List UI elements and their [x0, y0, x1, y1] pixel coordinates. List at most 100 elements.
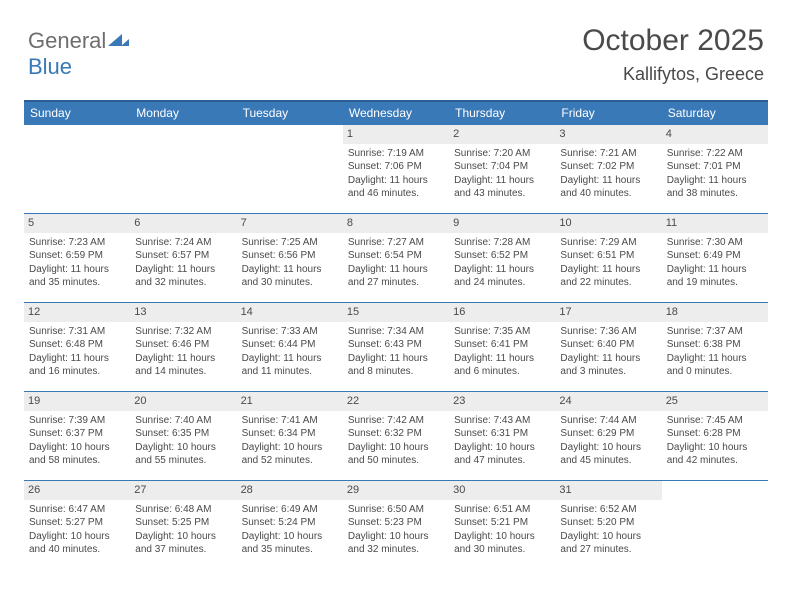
day-number: 18 — [662, 303, 768, 322]
day-details: Sunrise: 6:49 AMSunset: 5:24 PMDaylight:… — [242, 503, 338, 557]
day-number: 19 — [24, 392, 130, 411]
weekday-header: Saturday — [662, 102, 768, 124]
day-cell: 7Sunrise: 7:25 AMSunset: 6:56 PMDaylight… — [237, 214, 343, 302]
day-number: 17 — [555, 303, 661, 322]
day-cell: 26 Sunrise: 6:47 AMSunset: 5:27 PMDayligh… — [24, 481, 130, 569]
day-number — [130, 125, 236, 144]
day-details: Sunrise: 7:41 AMSunset: 6:34 PMDaylight:… — [242, 414, 338, 468]
day-cell: 10 Sunrise: 7:29 AMSunset: 6:51 PMDayligh… — [555, 214, 661, 302]
day-details: Sunrise: 7:28 AMSunset: 6:52 PMDaylight:… — [454, 236, 550, 290]
day-details: Sunrise: 7:39 AMSunset: 6:37 PMDaylight:… — [29, 414, 125, 468]
day-cell: 24Sunrise: 7:44 AMSunset: 6:29 PMDayligh… — [555, 392, 661, 480]
day-cell: 19 Sunrise: 7:39 AMSunset: 6:37 PMDayligh… — [24, 392, 130, 480]
day-cell: 21 Sunrise: 7:41 AMSunset: 6:34 PMDayligh… — [237, 392, 343, 480]
day-details: Sunrise: 7:43 AMSunset: 6:31 PMDaylight:… — [454, 414, 550, 468]
day-number: 30 — [449, 481, 555, 500]
day-number: 10 — [555, 214, 661, 233]
day-number: 3 — [555, 125, 661, 144]
day-details: Sunrise: 7:19 AMSunset: 7:06 PMDaylight:… — [348, 147, 444, 201]
day-details: Sunrise: 6:52 AMSunset: 5:20 PMDaylight:… — [560, 503, 656, 557]
day-number: 4 — [662, 125, 768, 144]
day-details: Sunrise: 6:51 AMSunset: 5:21 PMDaylight:… — [454, 503, 550, 557]
day-cell: 14Sunrise: 7:33 AMSunset: 6:44 PMDayligh… — [237, 303, 343, 391]
day-number: 9 — [449, 214, 555, 233]
day-details: Sunrise: 6:50 AMSunset: 5:23 PMDaylight:… — [348, 503, 444, 557]
day-details: Sunrise: 6:47 AMSunset: 5:27 PMDaylight:… — [29, 503, 125, 557]
day-number: 26 — [24, 481, 130, 500]
day-details: Sunrise: 7:31 AMSunset: 6:48 PMDaylight:… — [29, 325, 125, 379]
day-details: Sunrise: 7:34 AMSunset: 6:43 PMDaylight:… — [348, 325, 444, 379]
day-cell: 4 Sunrise: 7:22 AMSunset: 7:01 PMDaylight… — [662, 125, 768, 213]
day-cell — [237, 125, 343, 213]
day-cell: 16 Sunrise: 7:35 AMSunset: 6:41 PMDayligh… — [449, 303, 555, 391]
day-cell — [662, 481, 768, 569]
day-cell: 28 Sunrise: 6:49 AMSunset: 5:24 PMDayligh… — [237, 481, 343, 569]
day-number: 20 — [130, 392, 236, 411]
day-details: Sunrise: 7:20 AMSunset: 7:04 PMDaylight:… — [454, 147, 550, 201]
day-number: 1 — [343, 125, 449, 144]
day-number: 11 — [662, 214, 768, 233]
day-details: Sunrise: 7:40 AMSunset: 6:35 PMDaylight:… — [135, 414, 231, 468]
day-number: 14 — [237, 303, 343, 322]
day-details: Sunrise: 7:44 AMSunset: 6:29 PMDaylight:… — [560, 414, 656, 468]
day-number: 6 — [130, 214, 236, 233]
day-number: 21 — [237, 392, 343, 411]
day-details: Sunrise: 7:22 AMSunset: 7:01 PMDaylight:… — [667, 147, 763, 201]
day-cell: 3Sunrise: 7:21 AMSunset: 7:02 PMDaylight… — [555, 125, 661, 213]
week-row: 26 Sunrise: 6:47 AMSunset: 5:27 PMDayligh… — [24, 480, 768, 569]
day-details: Sunrise: 6:48 AMSunset: 5:25 PMDaylight:… — [135, 503, 231, 557]
week-row: 12Sunrise: 7:31 AMSunset: 6:48 PMDayligh… — [24, 302, 768, 391]
day-cell: 29Sunrise: 6:50 AMSunset: 5:23 PMDayligh… — [343, 481, 449, 569]
day-details: Sunrise: 7:36 AMSunset: 6:40 PMDaylight:… — [560, 325, 656, 379]
brand-part1: General — [28, 28, 106, 53]
day-cell: 11 Sunrise: 7:30 AMSunset: 6:49 PMDayligh… — [662, 214, 768, 302]
day-cell: 5 Sunrise: 7:23 AMSunset: 6:59 PMDaylight… — [24, 214, 130, 302]
day-details: Sunrise: 7:24 AMSunset: 6:57 PMDaylight:… — [135, 236, 231, 290]
day-number: 25 — [662, 392, 768, 411]
weekday-header: Tuesday — [237, 102, 343, 124]
week-row: 19 Sunrise: 7:39 AMSunset: 6:37 PMDayligh… — [24, 391, 768, 480]
calendar-grid: SundayMondayTuesdayWednesdayThursdayFrid… — [24, 100, 768, 569]
day-cell: 9 Sunrise: 7:28 AMSunset: 6:52 PMDaylight… — [449, 214, 555, 302]
day-details: Sunrise: 7:42 AMSunset: 6:32 PMDaylight:… — [348, 414, 444, 468]
day-cell: 1 Sunrise: 7:19 AMSunset: 7:06 PMDaylight… — [343, 125, 449, 213]
day-details: Sunrise: 7:35 AMSunset: 6:41 PMDaylight:… — [454, 325, 550, 379]
day-number: 16 — [449, 303, 555, 322]
day-cell: 13 Sunrise: 7:32 AMSunset: 6:46 PMDayligh… — [130, 303, 236, 391]
day-number: 5 — [24, 214, 130, 233]
week-row: 1 Sunrise: 7:19 AMSunset: 7:06 PMDaylight… — [24, 124, 768, 213]
day-cell: 8 Sunrise: 7:27 AMSunset: 6:54 PMDaylight… — [343, 214, 449, 302]
triangle-icon — [108, 34, 122, 46]
day-cell: 27Sunrise: 6:48 AMSunset: 5:25 PMDayligh… — [130, 481, 236, 569]
day-cell: 6 Sunrise: 7:24 AMSunset: 6:57 PMDaylight… — [130, 214, 236, 302]
day-details: Sunrise: 7:30 AMSunset: 6:49 PMDaylight:… — [667, 236, 763, 290]
triangle-icon — [121, 39, 129, 46]
brand-part2: Blue — [28, 54, 72, 79]
day-details: Sunrise: 7:32 AMSunset: 6:46 PMDaylight:… — [135, 325, 231, 379]
weekday-header-row: SundayMondayTuesdayWednesdayThursdayFrid… — [24, 100, 768, 124]
day-number: 8 — [343, 214, 449, 233]
day-cell: 15Sunrise: 7:34 AMSunset: 6:43 PMDayligh… — [343, 303, 449, 391]
day-number: 28 — [237, 481, 343, 500]
weekday-header: Monday — [130, 102, 236, 124]
day-cell: 31 Sunrise: 6:52 AMSunset: 5:20 PMDayligh… — [555, 481, 661, 569]
day-cell: 20 Sunrise: 7:40 AMSunset: 6:35 PMDayligh… — [130, 392, 236, 480]
day-details: Sunrise: 7:37 AMSunset: 6:38 PMDaylight:… — [667, 325, 763, 379]
day-details: Sunrise: 7:27 AMSunset: 6:54 PMDaylight:… — [348, 236, 444, 290]
day-details: Sunrise: 7:45 AMSunset: 6:28 PMDaylight:… — [667, 414, 763, 468]
day-number: 13 — [130, 303, 236, 322]
day-number — [662, 481, 768, 500]
day-number: 22 — [343, 392, 449, 411]
day-number: 7 — [237, 214, 343, 233]
day-number — [237, 125, 343, 144]
day-number — [24, 125, 130, 144]
day-number: 23 — [449, 392, 555, 411]
day-cell: 18 Sunrise: 7:37 AMSunset: 6:38 PMDayligh… — [662, 303, 768, 391]
day-cell: 22 Sunrise: 7:42 AMSunset: 6:32 PMDayligh… — [343, 392, 449, 480]
day-cell: 30 Sunrise: 6:51 AMSunset: 5:21 PMDayligh… — [449, 481, 555, 569]
day-details: Sunrise: 7:23 AMSunset: 6:59 PMDaylight:… — [29, 236, 125, 290]
day-number: 31 — [555, 481, 661, 500]
day-cell — [130, 125, 236, 213]
day-number: 2 — [449, 125, 555, 144]
day-details: Sunrise: 7:29 AMSunset: 6:51 PMDaylight:… — [560, 236, 656, 290]
